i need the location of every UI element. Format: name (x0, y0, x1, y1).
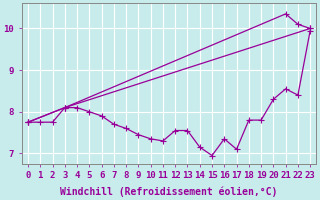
X-axis label: Windchill (Refroidissement éolien,°C): Windchill (Refroidissement éolien,°C) (60, 186, 278, 197)
